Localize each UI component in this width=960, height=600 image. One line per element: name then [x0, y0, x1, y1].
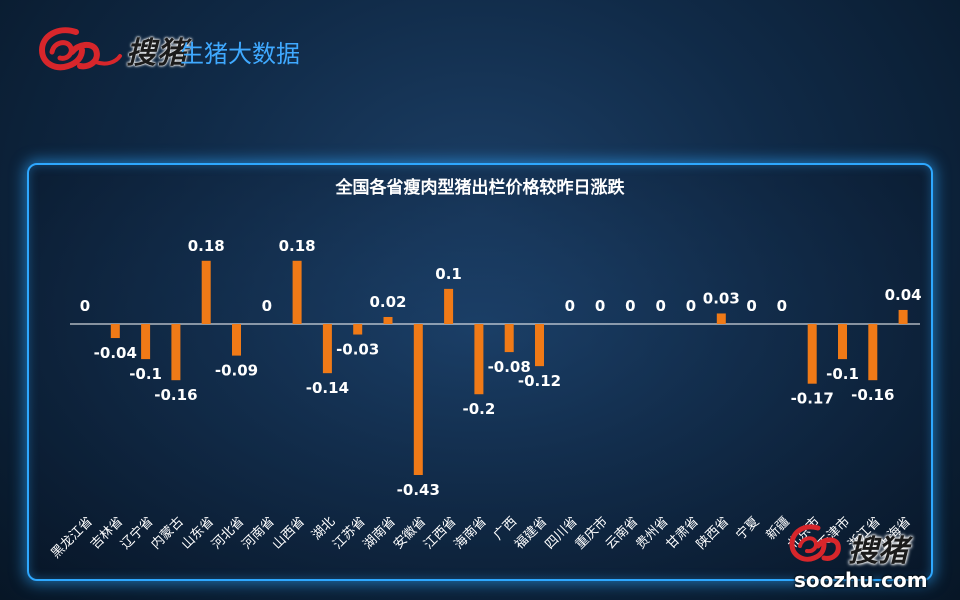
- category-label: 宁夏: [733, 514, 763, 544]
- bar: [322, 324, 332, 374]
- bar-value-label: -0.12: [518, 372, 561, 390]
- category-label: 辽宁省: [118, 514, 157, 553]
- bar: [141, 324, 151, 360]
- category-label: 黑龙江省: [48, 514, 95, 561]
- bar: [383, 316, 393, 324]
- soozhu-logo-icon: [38, 27, 122, 71]
- category-label: 湖南省: [360, 514, 399, 553]
- category-label: 吉林省: [88, 514, 126, 552]
- bar-value-label: 0: [262, 297, 272, 315]
- bar: [171, 324, 181, 381]
- bar: [292, 260, 302, 324]
- category-label: 云南省: [602, 514, 641, 553]
- bar-value-label: 0: [777, 297, 787, 315]
- bar-value-label: 0: [595, 297, 605, 315]
- bar-value-label: -0.04: [94, 344, 137, 362]
- bar-value-label: -0.16: [154, 386, 197, 404]
- watermark-logo-icon: [789, 524, 841, 562]
- watermark-logo-text: 搜猪: [848, 534, 908, 569]
- category-label: 海南省: [451, 514, 490, 553]
- category-label: 河南省: [239, 514, 278, 553]
- bar-value-label: -0.1: [826, 365, 859, 383]
- category-label: 山东省: [179, 514, 217, 552]
- bar-value-label: -0.17: [791, 390, 834, 408]
- category-label: 四川省: [542, 514, 580, 552]
- bar-value-label: -0.03: [336, 341, 379, 359]
- bar-value-label: 0.1: [435, 265, 462, 283]
- bar-value-label: 0: [746, 297, 756, 315]
- bar-value-label: 0: [655, 297, 665, 315]
- bar: [504, 324, 514, 353]
- bar-value-label: -0.16: [851, 386, 894, 404]
- bar: [353, 324, 363, 335]
- category-label: 江西省: [421, 514, 459, 552]
- tagline: 生猪大数据: [180, 40, 300, 68]
- bar: [716, 313, 726, 324]
- watermark-url: soozhu.com: [794, 568, 928, 592]
- category-label: 贵州省: [633, 514, 671, 552]
- bar-value-label: 0.18: [279, 237, 316, 255]
- bar: [807, 324, 817, 384]
- bar: [232, 324, 241, 356]
- bar-value-label: 0: [565, 297, 575, 315]
- bar-value-label: 0.03: [703, 289, 740, 307]
- bar-value-label: 0: [80, 297, 90, 315]
- watermark: 搜猪 soozhu.com: [788, 520, 958, 600]
- bar-value-label: 0.18: [188, 237, 225, 255]
- bar-value-label: -0.1: [129, 365, 162, 383]
- bar-value-label: 0: [686, 297, 696, 315]
- category-label: 重庆市: [572, 514, 611, 553]
- category-label: 山西省: [270, 514, 308, 552]
- category-label: 内蒙古: [148, 514, 187, 553]
- bar-value-label: -0.2: [462, 400, 495, 418]
- bar-value-label: -0.09: [215, 362, 258, 380]
- logo-text: 搜猪: [126, 36, 188, 71]
- bar: [201, 260, 211, 324]
- bar: [868, 324, 878, 381]
- category-label: 安徽省: [391, 514, 429, 552]
- bar-value-label: 0: [625, 297, 635, 315]
- value-labels: 0 -0.04 -0.1 -0.16 0.18 -0.09 0 0.18 -0.14 -0.03 0…: [80, 237, 922, 499]
- header: 搜猪 生猪大数据: [36, 22, 456, 74]
- category-label: 陕西省: [694, 514, 732, 552]
- bar: [413, 324, 423, 475]
- bar: [535, 324, 544, 367]
- category-label: 河北省: [209, 514, 247, 552]
- chart-title: 全国各省瘦肉型猪出栏价格较昨日涨跌: [335, 177, 626, 198]
- bar-value-label: -0.43: [397, 481, 440, 499]
- bar: [474, 324, 484, 395]
- bar-value-label: -0.14: [306, 379, 349, 397]
- bar-value-label: 0.02: [369, 293, 406, 311]
- category-label: 江苏省: [330, 514, 369, 553]
- bar-value-label: 0.04: [885, 286, 922, 304]
- bar: [110, 324, 120, 339]
- category-label: 甘肃省: [664, 514, 702, 552]
- category-label: 福建省: [512, 514, 550, 552]
- bar-series: [110, 260, 908, 475]
- bar: [898, 309, 908, 324]
- bar: [838, 324, 847, 360]
- bar-value-label: -0.08: [488, 358, 531, 376]
- bar: [444, 288, 454, 324]
